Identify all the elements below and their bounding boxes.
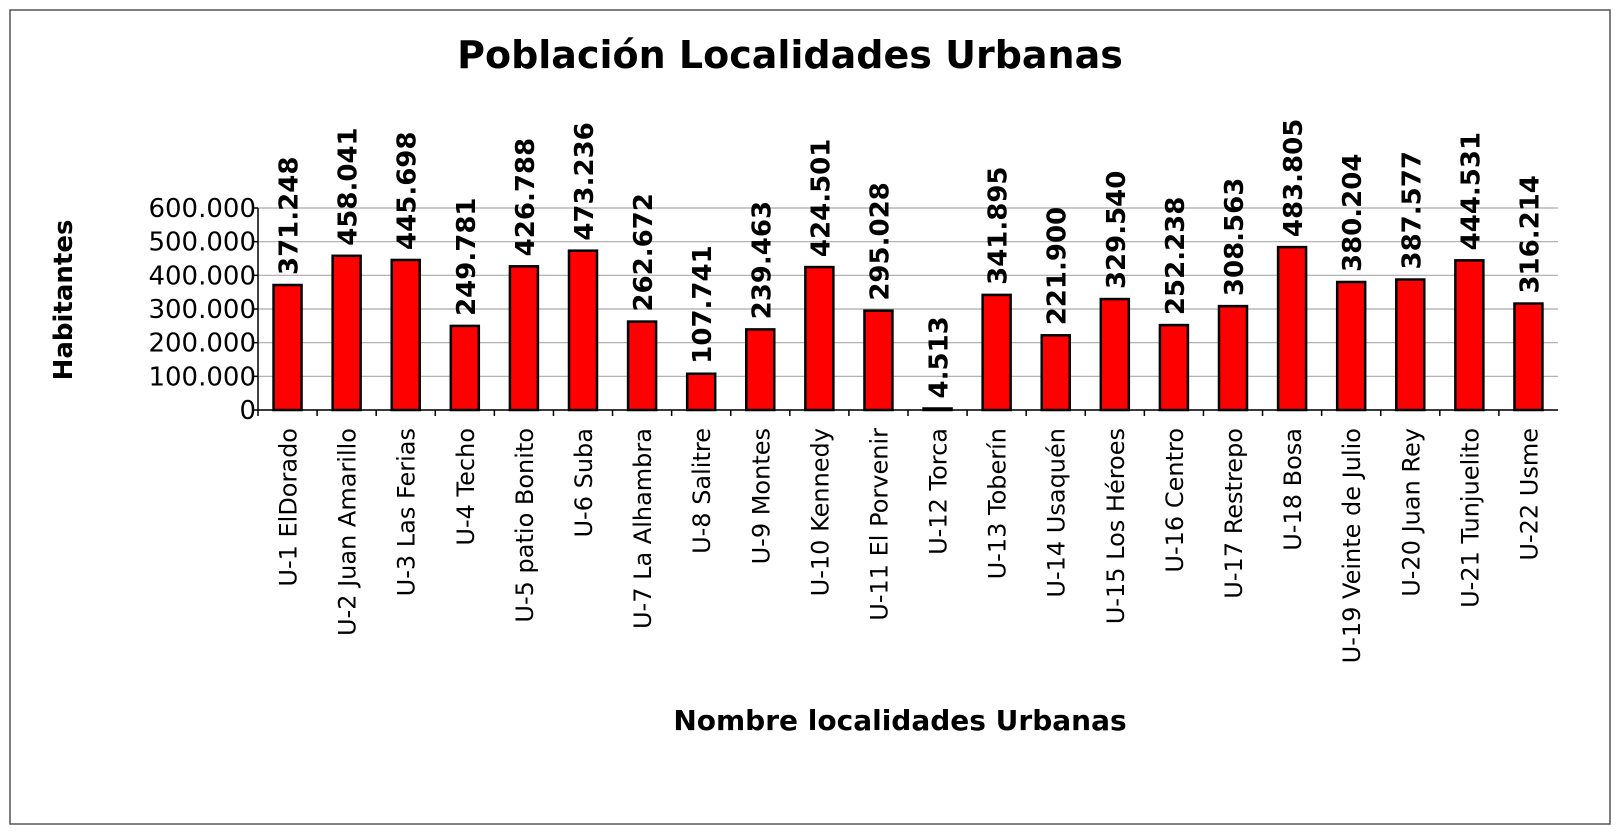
x-tick-label: U-16 Centro [1161, 428, 1189, 573]
x-tick-label: U-15 Los Héroes [1102, 428, 1130, 624]
x-tick-label: U-19 Veinte de Julio [1338, 428, 1366, 663]
x-tick-label: U-8 Salitre [688, 428, 716, 554]
data-label: 444.531 [1456, 132, 1486, 250]
y-tick-label: 200.000 [148, 329, 256, 359]
chart-title: Población Localidades Urbanas [457, 33, 1123, 77]
bar [1217, 304, 1249, 412]
x-tick-label: U-7 La Alhambra [629, 428, 657, 629]
bar [1454, 259, 1485, 412]
x-tick-label: U-11 El Porvenir [865, 428, 893, 621]
x-tick-label: U-1 ElDorado [275, 428, 303, 587]
chart-frame [9, 9, 1611, 825]
data-label: 221.900 [1043, 207, 1073, 325]
bar [1395, 278, 1426, 412]
bar [1099, 297, 1131, 412]
data-label: 262.672 [629, 193, 659, 311]
y-tick-label: 0 [239, 396, 256, 426]
data-label: 473.236 [570, 122, 600, 240]
bar [981, 293, 1012, 412]
x-tick-label: U-18 Bosa [1279, 428, 1307, 551]
bar [1513, 302, 1544, 412]
data-label: 239.463 [747, 201, 777, 319]
bar [626, 320, 658, 412]
data-label: 252.238 [1161, 197, 1191, 315]
bar [1158, 323, 1190, 412]
x-tick-label: U-22 Usme [1515, 428, 1543, 561]
data-label: 426.788 [511, 138, 541, 256]
bar [331, 254, 362, 412]
data-label: 424.501 [806, 139, 836, 257]
bar [804, 265, 835, 412]
bar [745, 328, 776, 412]
x-tick-label: U-5 patio Bonito [511, 428, 539, 623]
x-tick-label: U-2 Juan Amarillo [334, 428, 362, 636]
x-tick-label: U-13 Toberín [984, 428, 1012, 579]
bar [922, 407, 953, 412]
data-label: 458.041 [334, 127, 364, 245]
x-tick-label: U-20 Juan Rey [1397, 428, 1425, 597]
bar [449, 324, 481, 412]
bar [567, 249, 599, 412]
bar [863, 309, 894, 412]
x-tick-label: U-12 Torca [925, 428, 953, 555]
x-tick-label: U-6 Suba [570, 428, 598, 538]
data-label: 387.577 [1397, 151, 1427, 269]
x-axis-label: Nombre localidades Urbanas [673, 704, 1126, 737]
data-label: 445.698 [393, 132, 423, 250]
bar [1276, 245, 1308, 412]
data-label: 329.540 [1102, 171, 1132, 289]
y-tick-label: 300.000 [148, 295, 256, 325]
data-label: 249.781 [452, 197, 482, 315]
bar [272, 283, 303, 412]
bar [685, 372, 717, 412]
x-tick-label: U-9 Montes [747, 428, 775, 564]
data-label: 341.895 [984, 166, 1014, 284]
y-tick-label: 500.000 [148, 228, 256, 258]
data-label: 371.248 [275, 157, 305, 275]
bar [390, 258, 421, 412]
x-tick-label: U-10 Kennedy [806, 428, 834, 596]
x-tick-label: U-14 Usaquén [1043, 428, 1071, 598]
x-tick-label: U-3 Las Ferias [393, 428, 421, 596]
data-label: 380.204 [1338, 154, 1368, 272]
data-label: 295.028 [865, 182, 895, 300]
y-tick-label: 100.000 [148, 362, 256, 392]
y-axis-label: Habitantes [49, 220, 79, 381]
y-tick-label: 400.000 [148, 261, 256, 291]
data-label: 107.741 [688, 245, 718, 363]
bar [1040, 334, 1071, 412]
bar [1335, 280, 1367, 412]
data-label: 4.513 [925, 316, 955, 398]
x-tick-label: U-4 Techo [452, 428, 480, 546]
data-label: 316.214 [1515, 175, 1545, 293]
data-label: 483.805 [1279, 119, 1309, 237]
bar [508, 265, 540, 412]
y-tick-label: 600.000 [148, 194, 256, 224]
x-tick-label: U-17 Restrepo [1220, 428, 1248, 599]
x-tick-label: U-21 Tunjuelito [1456, 428, 1484, 608]
data-label: 308.563 [1220, 178, 1250, 296]
